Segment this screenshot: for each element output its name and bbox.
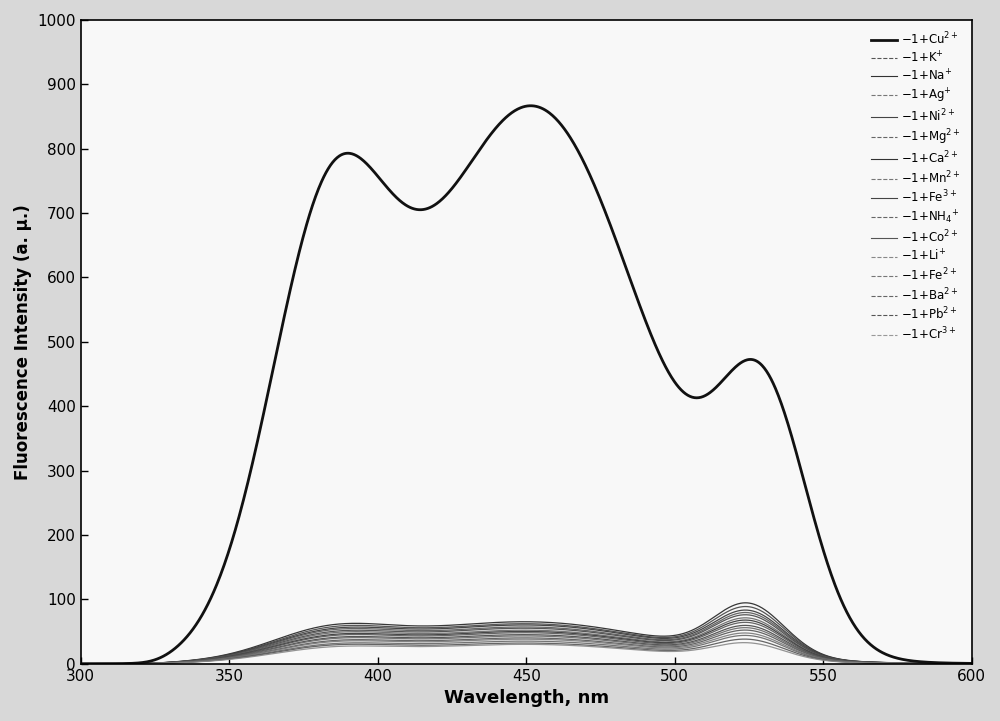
Y-axis label: Fluorescence Intensity (a. μ.): Fluorescence Intensity (a. μ.) [14,204,32,479]
Legend: −1+Cu$^{2+}$, −1+K$^{+}$, −1+Na$^{+}$, −1+Ag$^{+}$, −1+Ni$^{2+}$, −1+Mg$^{2+}$, : −1+Cu$^{2+}$, −1+K$^{+}$, −1+Na$^{+}$, −… [866,26,966,347]
X-axis label: Wavelength, nm: Wavelength, nm [444,689,609,707]
